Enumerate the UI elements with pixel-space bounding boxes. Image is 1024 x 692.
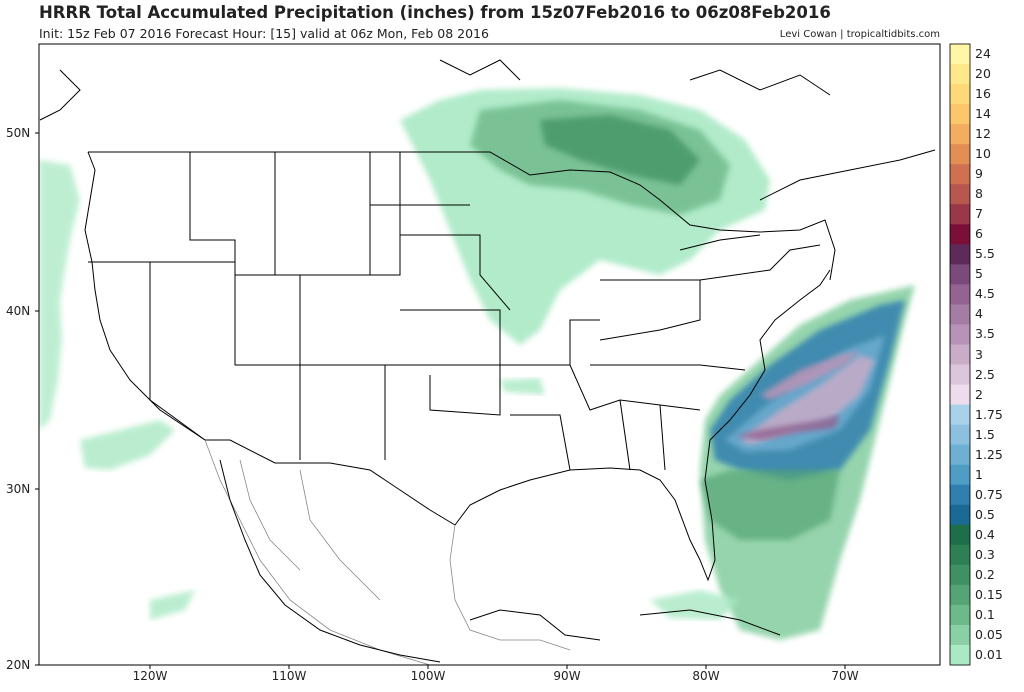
colorbar-level-label: 0.4	[975, 526, 995, 542]
colorbar-level-label: 4.5	[975, 286, 995, 302]
lat-label-30n: 30N	[6, 482, 31, 496]
lon-label-100w: 100W	[410, 669, 446, 683]
colorbar-swatch	[950, 524, 970, 546]
colorbar-level-label: 0.05	[975, 626, 1003, 642]
colorbar-swatch	[950, 484, 970, 506]
colorbar-swatch	[950, 424, 970, 446]
colorbar-level-label: 10	[975, 146, 991, 162]
colorbar-level-label: 0.01	[975, 646, 1003, 662]
lon-label-110w: 110W	[271, 669, 307, 683]
plot-frame	[38, 43, 941, 666]
colorbar-level-label: 8	[975, 186, 983, 202]
lat-label-40n: 40N	[6, 304, 31, 318]
colorbar-level-label: 3	[975, 346, 983, 362]
colorbar-swatch	[950, 84, 970, 105]
colorbar-swatch	[950, 184, 970, 205]
colorbar-swatch	[950, 544, 970, 566]
colorbar-swatch	[950, 264, 970, 285]
colorbar-swatch	[950, 584, 970, 606]
colorbar-level-label: 6	[975, 226, 983, 242]
colorbar-level-label: 0.3	[975, 546, 995, 562]
colorbar-swatch	[950, 444, 970, 466]
colorbar-level-label: 4	[975, 306, 983, 322]
lon-label-70w: 70W	[831, 669, 859, 683]
colorbar-swatch	[950, 164, 970, 185]
colorbar-level-label: 9	[975, 166, 983, 182]
colorbar-swatch	[950, 224, 970, 245]
colorbar-level-label: 12	[975, 126, 991, 142]
colorbar-level-label: 24	[975, 46, 991, 62]
colorbar-swatch	[950, 64, 970, 85]
colorbar-level-label: 5	[975, 266, 983, 282]
colorbar-level-label: 1	[975, 466, 983, 482]
colorbar-swatch	[950, 244, 970, 265]
axis-ticks	[35, 132, 846, 669]
precip-field	[39, 88, 915, 640]
colorbar-level-label: 2	[975, 386, 983, 402]
colorbar-swatch	[950, 344, 970, 366]
lon-label-90w: 90W	[553, 669, 581, 683]
colorbar-level-label: 0.1	[975, 606, 995, 622]
colorbar-swatch	[950, 564, 970, 586]
colorbar-swatch	[950, 104, 970, 125]
lat-label-50n: 50N	[6, 126, 31, 140]
colorbar-frame	[949, 43, 971, 666]
colorbar-swatch	[950, 504, 970, 526]
colorbar-swatch	[950, 364, 970, 386]
colorbar-swatch	[950, 304, 970, 325]
colorbar-level-label: 0.75	[975, 486, 1003, 502]
colorbar-level-label: 2.5	[975, 366, 995, 382]
colorbar-swatch	[950, 124, 970, 145]
colorbar-level-label: 1.25	[975, 446, 1003, 462]
credit-label: Levi Cowan | tropicaltidbits.com	[779, 29, 940, 40]
colorbar-swatch	[950, 44, 970, 65]
colorbar-level-label: 16	[975, 86, 991, 102]
map-subtitle: Init: 15z Feb 07 2016 Forecast Hour: [15…	[39, 26, 489, 41]
colorbar-swatch	[950, 144, 970, 165]
colorbar-swatch	[950, 604, 970, 626]
colorbar-level-label: 0.5	[975, 506, 995, 522]
colorbar	[949, 43, 971, 666]
colorbar-swatch	[950, 384, 970, 406]
map-title: HRRR Total Accumulated Precipitation (in…	[39, 3, 831, 22]
state-borders	[84, 151, 836, 582]
lat-label-20n: 20N	[6, 658, 31, 672]
colorbar-level-label: 0.2	[975, 566, 995, 582]
colorbar-level-label: 1.5	[975, 426, 995, 442]
colorbar-swatch	[950, 204, 970, 225]
lon-label-120w: 120W	[132, 669, 168, 683]
colorbar-swatch	[950, 644, 970, 666]
colorbar-level-label: 14	[975, 106, 991, 122]
mexico-borders	[204, 439, 571, 665]
colorbar-level-label: 0.15	[975, 586, 1003, 602]
coastlines	[39, 59, 936, 663]
colorbar-swatch	[950, 464, 970, 486]
colorbar-level-label: 1.75	[975, 406, 1003, 422]
colorbar-level-label: 3.5	[975, 326, 995, 342]
colorbar-swatch	[950, 324, 970, 345]
colorbar-swatch	[950, 624, 970, 646]
colorbar-level-label: 7	[975, 206, 983, 222]
colorbar-level-label: 20	[975, 66, 991, 82]
colorbar-level-label: 5.5	[975, 246, 995, 262]
colorbar-swatch	[950, 404, 970, 426]
colorbar-swatch	[950, 284, 970, 305]
lon-label-80w: 80W	[692, 669, 720, 683]
